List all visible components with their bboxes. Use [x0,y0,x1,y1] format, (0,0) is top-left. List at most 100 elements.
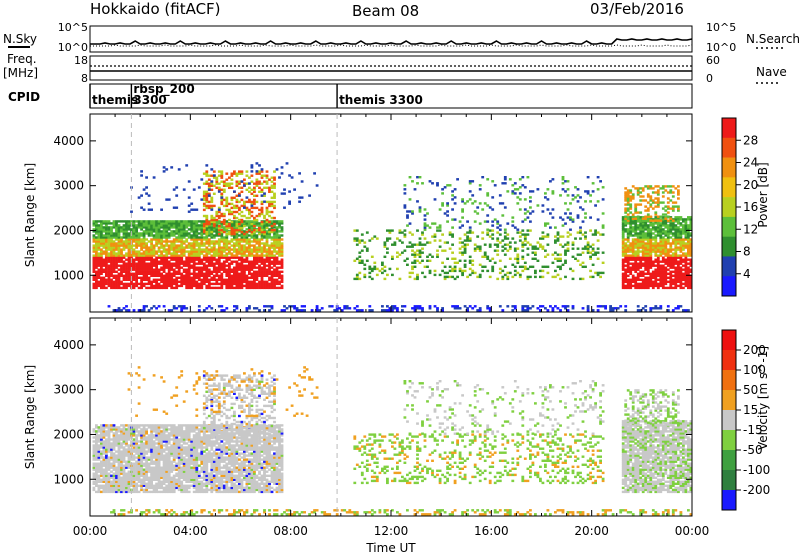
heatmap-cell [228,286,231,290]
heatmap-cell [200,248,204,251]
heatmap-cell [147,250,151,253]
heatmap-cell [689,260,693,263]
noise-right-tick-bottom: 10^0 [706,41,736,54]
heatmap-cell [152,228,156,231]
heatmap-cell [529,265,532,268]
heatmap-cell [438,245,442,248]
heatmap-cell [677,272,680,275]
heatmap-cell [115,282,118,286]
heatmap-cell [666,191,670,194]
heatmap-cell [100,426,103,429]
heatmap-cell [478,275,482,279]
heatmap-cell [669,242,673,245]
heatmap-cell [644,244,648,247]
heatmap-cell [661,260,665,263]
heatmap-cell [473,305,477,308]
heatmap-cell [589,255,592,258]
heatmap-cell [197,258,201,261]
heatmap-cell [177,272,181,275]
heatmap-cell [679,258,683,261]
heatmap-cell [97,490,101,494]
heatmap-cell [255,256,259,259]
heatmap-cell [579,253,582,256]
heatmap-cell [215,248,219,251]
heatmap-cell [521,233,525,236]
heatmap-cell [503,265,507,268]
heatmap-cell [97,234,101,237]
heatmap-cell [240,220,244,224]
heatmap-cell [92,462,96,465]
heatmap-cell [142,240,146,243]
heatmap-cell [566,180,570,183]
heatmap-cell [365,247,369,250]
heatmap-cell [554,275,557,279]
heatmap-cell [486,192,490,195]
heatmap-cell [170,240,174,243]
heatmap-cell [383,309,387,312]
heatmap-cell [92,464,96,467]
heatmap-cell [513,273,517,277]
heatmap-cell [656,234,660,237]
heatmap-cell [157,232,161,235]
heatmap-cell [240,252,244,255]
heatmap-cell [526,233,530,236]
heatmap-cell [391,257,394,260]
heatmap-cell [100,470,103,473]
heatmap-cell [222,309,226,312]
heatmap-cell [511,192,515,195]
heatmap-cell [165,238,169,241]
heatmap-cell [664,189,668,192]
heatmap-cell [661,264,665,267]
heatmap-cell [682,238,685,241]
heatmap-cell [273,278,276,281]
heatmap-cell [185,232,189,235]
heatmap-cell [268,260,271,263]
heatmap-cell [677,254,680,257]
heatmap-cell [238,230,241,233]
heatmap-cell [273,260,276,263]
heatmap-cell [260,260,264,263]
heatmap-cell [107,488,111,492]
heatmap-cell [486,255,490,258]
heatmap-cell [260,188,264,191]
heatmap-cell [611,309,615,312]
heatmap-cell [644,226,648,229]
heatmap-cell [656,266,660,269]
heatmap-cell [684,254,688,257]
heatmap-cell [225,264,229,267]
heatmap-cell [162,230,166,233]
heatmap-cell [684,268,688,271]
heatmap-cell [669,191,673,194]
heatmap-cell [458,226,462,229]
heatmap-cell [233,230,236,234]
heatmap-cell [105,258,108,261]
heatmap-cell [240,268,244,271]
heatmap-cell [210,282,214,286]
heatmap-cell [110,258,113,261]
heatmap-cell [102,486,106,490]
heatmap-cell [621,274,625,277]
heatmap-cell [416,259,419,262]
heatmap-cell [125,270,128,273]
heatmap-cell [641,226,645,229]
heatmap-cell [207,224,211,227]
heatmap-cell [423,214,427,217]
heatmap-cell [245,222,249,225]
heatmap-cell [423,218,427,221]
heatmap-cell [621,260,625,263]
heatmap-cell [255,218,259,222]
heatmap-cell [97,270,101,273]
heatmap-cell [240,204,244,208]
heatmap-cell [97,456,101,459]
heatmap-cell [546,188,550,191]
y-tick-label: 2000 [53,223,84,237]
heatmap-cell [689,248,693,251]
heatmap-cell [182,252,186,255]
heatmap-cell [636,187,640,190]
heatmap-cell [360,259,364,262]
heatmap-cell [268,234,271,237]
heatmap-cell [651,236,655,239]
heatmap-cell [649,246,653,249]
heatmap-cell [202,236,206,239]
heatmap-cell [426,259,429,262]
